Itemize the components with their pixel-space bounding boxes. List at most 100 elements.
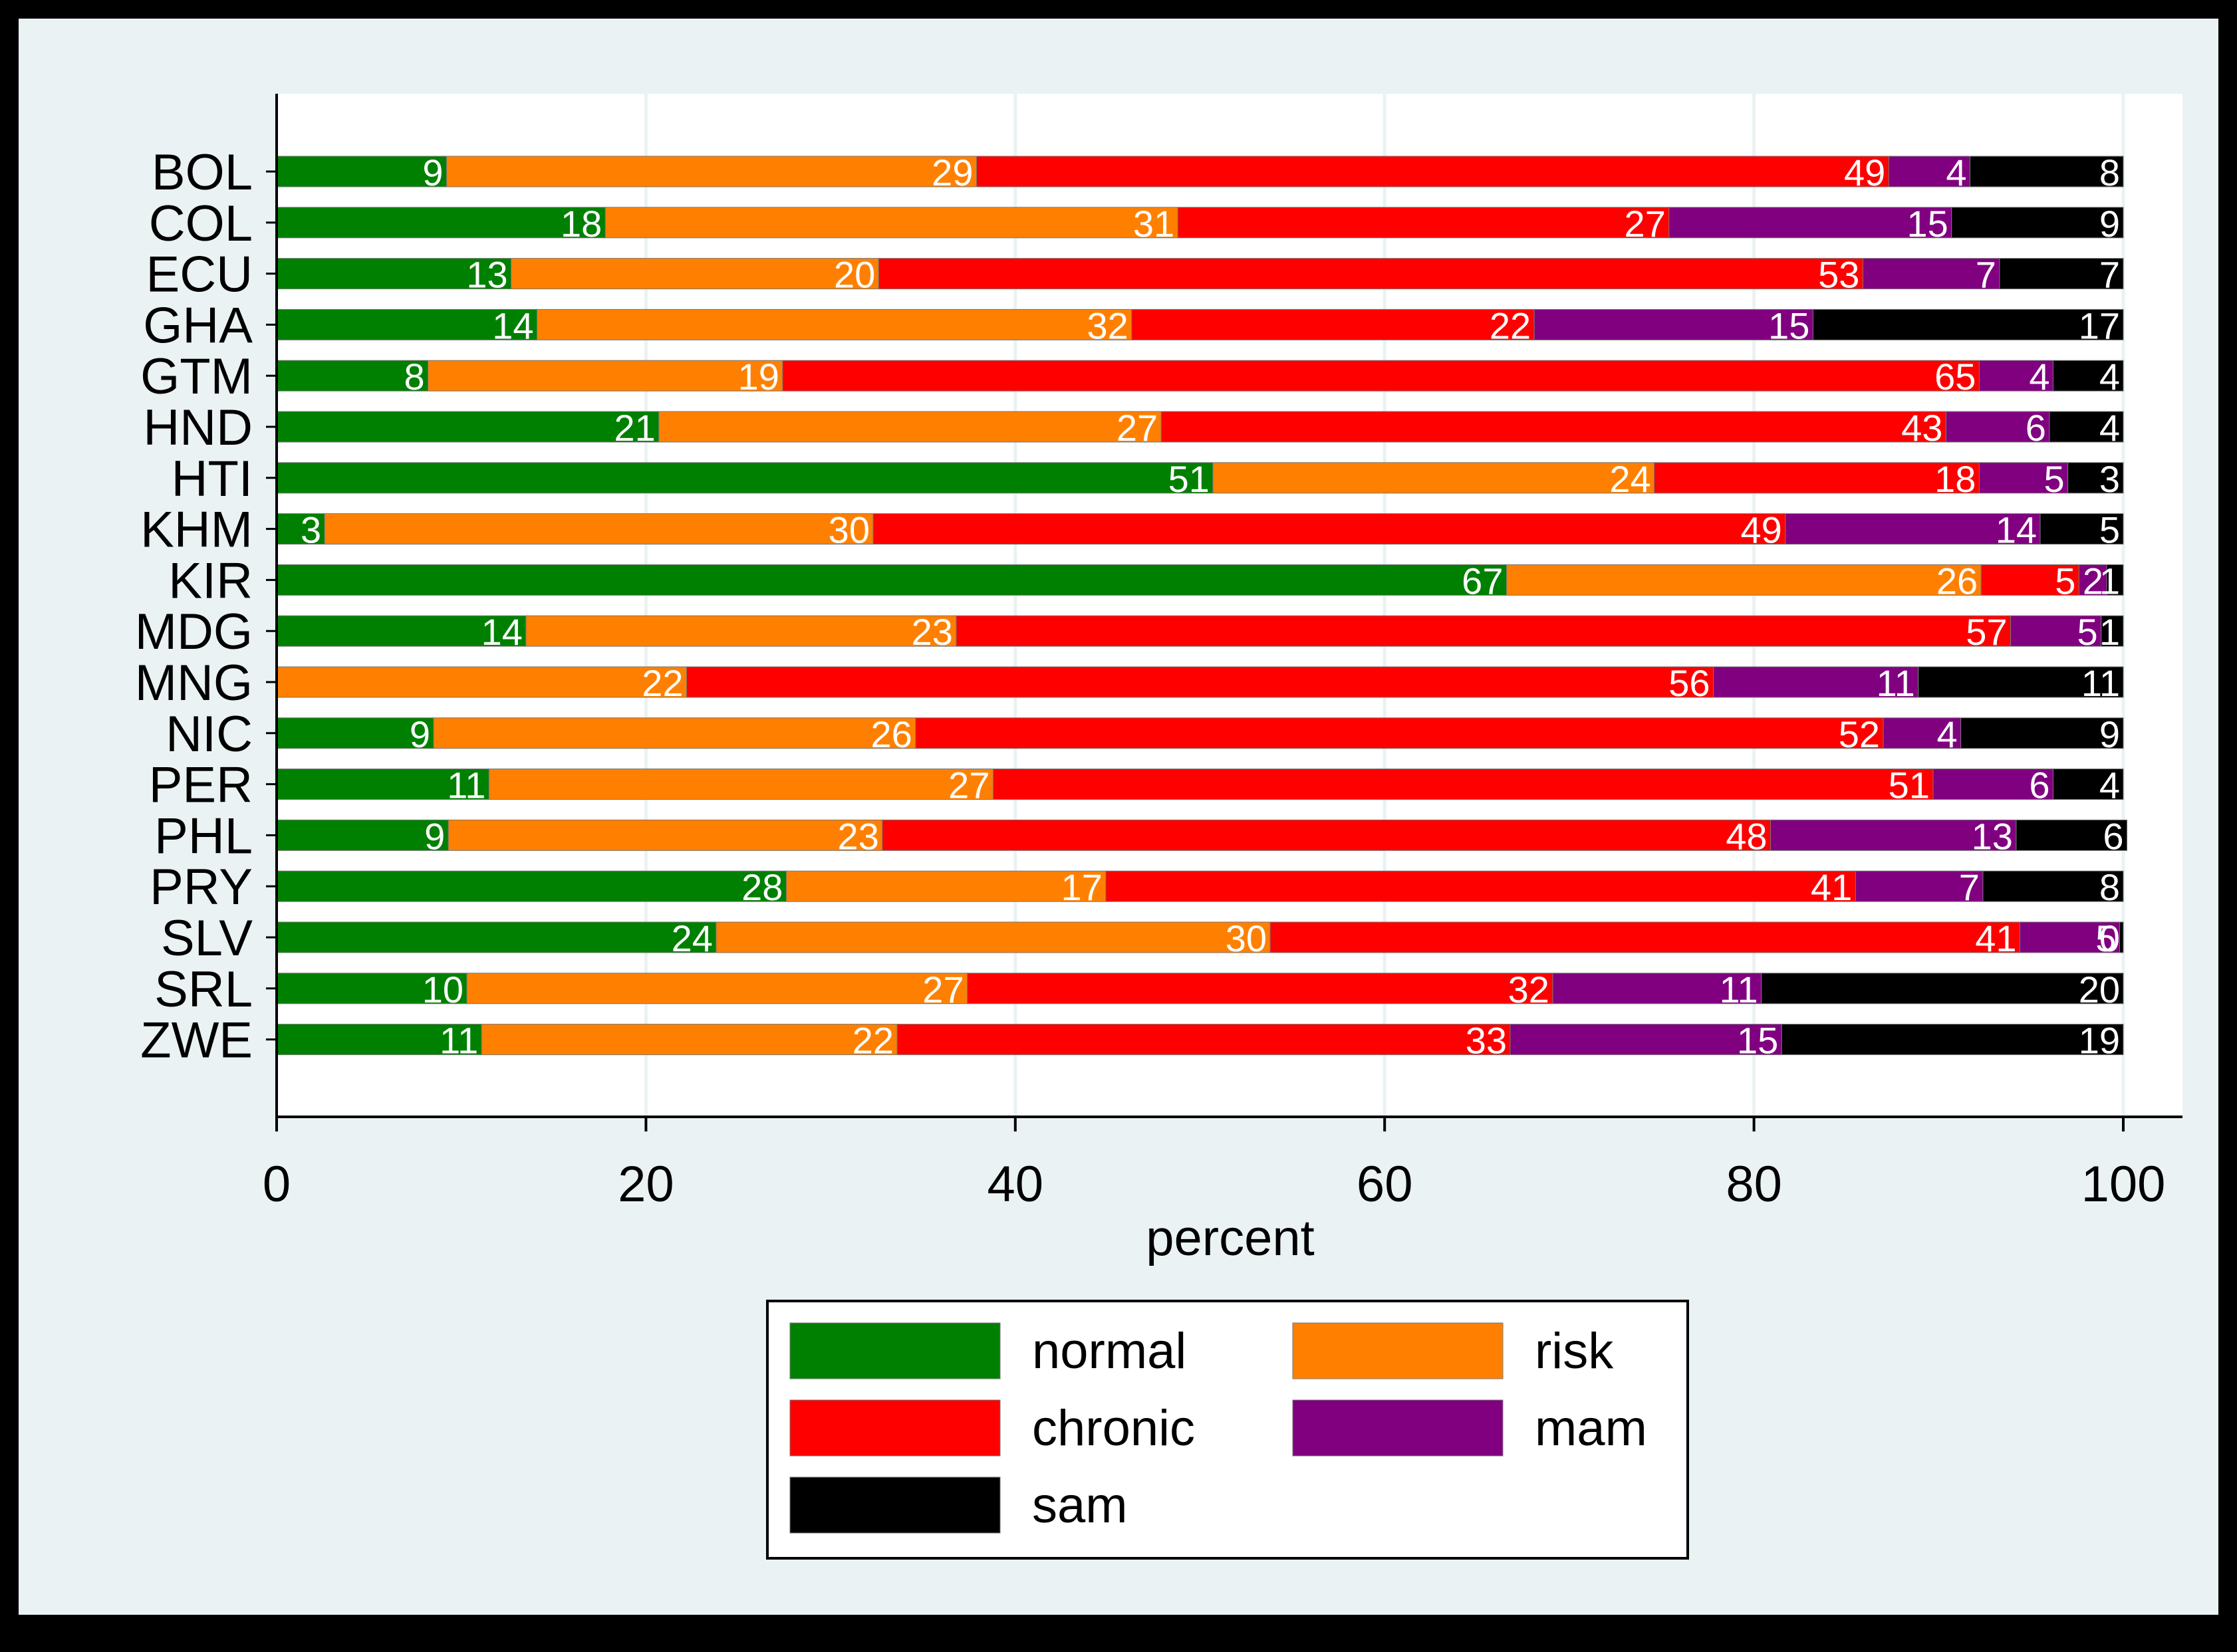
value-label-slv-mam: 5 [2095, 917, 2116, 959]
value-label-khm-mam: 14 [1996, 509, 2037, 551]
bar-nic-sam [1960, 717, 2124, 749]
value-label-mng-chronic: 56 [1668, 662, 1710, 704]
bar-per-chronic [992, 768, 1934, 800]
category-label-per: PER [149, 757, 253, 814]
bar-phl-sam [2016, 819, 2128, 851]
bar-per-risk [488, 768, 993, 800]
x-tick-label-80: 80 [1726, 1156, 1782, 1213]
bar-mng-chronic [686, 666, 1714, 698]
category-label-kir: KIR [168, 552, 253, 609]
bar-hti-sam [2067, 462, 2124, 494]
bar-mdg-chronic [956, 615, 2012, 647]
bar-mdg-mam [2010, 615, 2102, 647]
value-label-phl-chronic: 48 [1726, 815, 1767, 857]
value-label-mdg-mam: 5 [2077, 611, 2098, 653]
bar-gha-risk [537, 308, 1132, 340]
value-label-per-sam: 4 [2099, 765, 2120, 806]
value-label-khm-sam: 5 [2099, 509, 2120, 551]
legend-swatch-risk [1292, 1322, 1504, 1379]
category-label-bol: BOL [152, 144, 253, 201]
category-label-phl: PHL [154, 808, 253, 864]
legend-label-risk: risk [1535, 1323, 1614, 1379]
bar-gtm-risk [428, 360, 783, 392]
category-label-ecu: ECU [146, 247, 253, 303]
category-label-gha: GHA [143, 297, 253, 354]
value-label-ecu-sam: 7 [2099, 254, 2120, 296]
value-label-hti-mam: 5 [2044, 458, 2065, 500]
value-label-khm-risk: 30 [829, 509, 870, 551]
bar-kir-sam [2106, 564, 2124, 596]
bars [276, 156, 2128, 1056]
bar-kir-risk [1506, 564, 1982, 596]
bar-mng-sam [1918, 666, 2124, 698]
bar-slv-chronic [1269, 921, 2020, 953]
bar-gha-normal [276, 308, 538, 340]
value-label-mng-risk: 22 [642, 662, 683, 704]
value-label-ecu-mam: 7 [1976, 254, 1996, 296]
value-label-bol-sam: 8 [2099, 152, 2120, 193]
value-label-phl-risk: 23 [838, 815, 879, 857]
legend-swatch-chronic [789, 1399, 1001, 1457]
value-label-mdg-sam: 1 [2099, 611, 2120, 653]
legend-label-chronic: chronic [1032, 1400, 1195, 1457]
bar-kir-normal [276, 564, 1507, 596]
value-label-khm-chronic: 49 [1741, 509, 1782, 551]
x-tick-label-100: 100 [2081, 1156, 2166, 1213]
value-label-pry-chronic: 41 [1811, 866, 1852, 908]
bar-bol-risk [446, 156, 977, 187]
legend-label-mam: mam [1535, 1400, 1647, 1457]
value-label-gtm-mam: 4 [2029, 356, 2049, 398]
bar-col-normal [276, 207, 606, 239]
bar-pry-sam [1982, 870, 2124, 902]
value-label-pry-normal: 28 [741, 866, 783, 908]
value-label-zwe-sam: 19 [2079, 1020, 2120, 1062]
value-label-srl-chronic: 32 [1508, 969, 1549, 1010]
value-label-col-mam: 15 [1907, 203, 1948, 245]
value-label-gtm-risk: 19 [738, 356, 779, 398]
value-label-phl-mam: 13 [1972, 815, 2013, 857]
value-label-kir-normal: 67 [1462, 560, 1503, 602]
category-label-pry: PRY [150, 859, 253, 915]
x-tick-label-20: 20 [618, 1156, 674, 1213]
legend-swatch-normal [789, 1322, 1001, 1379]
value-label-pry-sam: 8 [2099, 866, 2120, 908]
bar-slv-normal [276, 921, 717, 953]
value-label-khm-normal: 3 [301, 509, 321, 551]
value-label-gha-risk: 32 [1087, 304, 1128, 346]
bar-hnd-sam [2049, 411, 2124, 443]
category-label-col: COL [149, 195, 253, 252]
value-label-nic-risk: 26 [871, 713, 912, 755]
value-label-kir-mam: 2 [2083, 560, 2103, 602]
bar-mng-risk [276, 666, 687, 698]
value-label-zwe-risk: 22 [853, 1020, 894, 1062]
axes: BOLCOLECUGHAGTMHNDHTIKHMKIRMDGMNGNICPERP… [135, 94, 2182, 1266]
x-tick-label-40: 40 [987, 1156, 1044, 1213]
bar-pry-mam [1855, 870, 1984, 902]
bar-bol-chronic [976, 156, 1889, 187]
value-label-per-mam: 6 [2029, 765, 2049, 806]
value-label-per-normal: 11 [447, 765, 485, 806]
plot-area [277, 94, 2182, 1117]
bar-col-sam [1951, 207, 2124, 239]
bar-phl-risk [448, 819, 883, 851]
value-label-gtm-sam: 4 [2099, 356, 2120, 398]
bar-phl-normal [276, 819, 449, 851]
value-label-nic-sam: 9 [2099, 713, 2120, 755]
bar-nic-mam [1883, 717, 1962, 749]
value-label-slv-sam: 0 [2099, 917, 2120, 959]
bar-gtm-mam [1978, 360, 2053, 392]
bar-srl-chronic [967, 973, 1553, 1004]
bar-per-sam [2052, 768, 2124, 800]
value-label-phl-sam: 6 [2103, 815, 2123, 857]
value-label-zwe-chronic: 33 [1466, 1020, 1507, 1062]
bar-col-chronic [1177, 207, 1670, 239]
legend: normal risk chronic mam sam [766, 1300, 1689, 1560]
category-label-mdg: MDG [135, 604, 253, 660]
value-label-hnd-chronic: 43 [1901, 407, 1942, 449]
bar-mdg-risk [525, 615, 957, 647]
value-label-hnd-sam: 4 [2099, 407, 2120, 449]
value-label-hti-chronic: 18 [1934, 458, 1976, 500]
value-label-srl-risk: 27 [922, 969, 964, 1010]
category-label-hti: HTI [172, 451, 253, 507]
